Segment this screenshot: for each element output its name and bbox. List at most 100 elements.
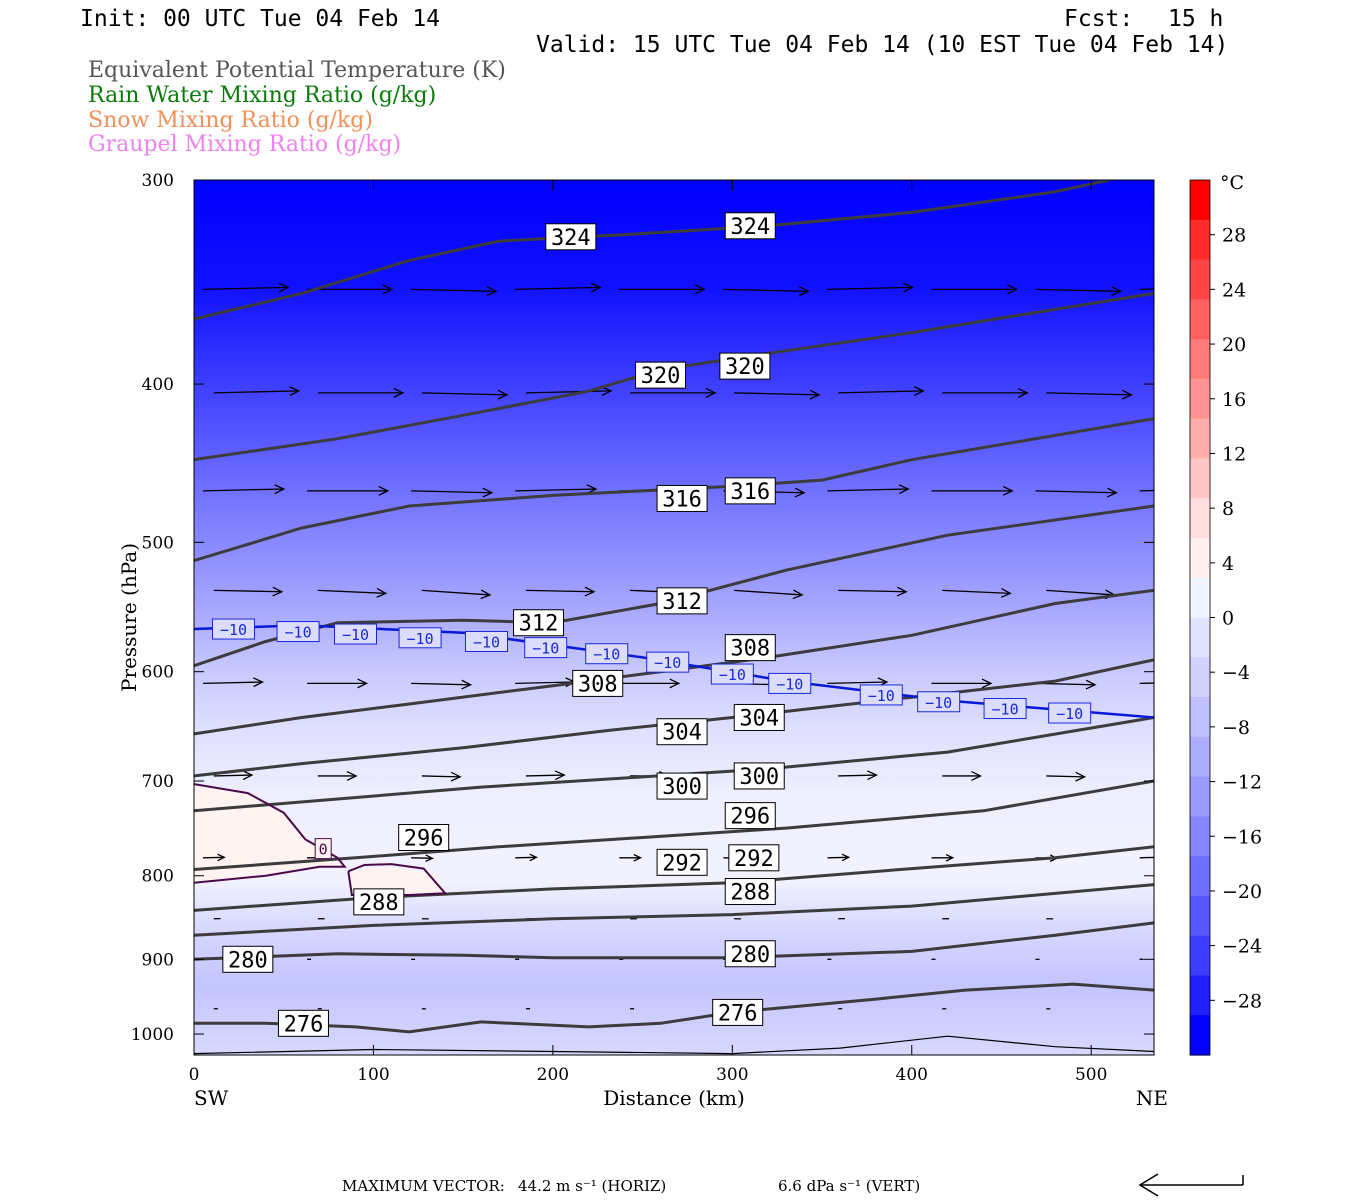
isotherm-label: −10 bbox=[719, 666, 746, 684]
wind-vector bbox=[307, 678, 369, 689]
legend-rain-water: Rain Water Mixing Ratio (g/kg) bbox=[88, 83, 437, 108]
wind-vector bbox=[931, 678, 993, 689]
colorbar-swatch bbox=[1190, 458, 1210, 499]
theta-e-label: 288 bbox=[359, 891, 399, 916]
isotherm-label-box bbox=[524, 637, 568, 659]
wind-vector bbox=[213, 586, 284, 597]
theta-e-label: 308 bbox=[578, 672, 618, 697]
theta-e-label: 296 bbox=[730, 805, 770, 830]
wind-vector bbox=[931, 485, 1014, 496]
contour-label-box bbox=[656, 718, 708, 746]
isotherm-label-box bbox=[585, 643, 629, 665]
theta-e-label: 312 bbox=[519, 612, 559, 637]
colorbar-swatch bbox=[1190, 299, 1210, 340]
isotherm-label-box bbox=[464, 630, 508, 652]
isotherm-label-box bbox=[314, 838, 332, 860]
contour-label-box bbox=[733, 703, 785, 731]
wind-vector bbox=[942, 771, 983, 781]
colorbar-swatch bbox=[1190, 1015, 1210, 1056]
wind-vector bbox=[421, 771, 462, 782]
isotherm-label-box bbox=[646, 651, 690, 673]
warm-region-2 bbox=[348, 866, 446, 895]
colorbar-unit: °C bbox=[1220, 172, 1244, 194]
wind-vector bbox=[1139, 489, 1154, 492]
theta-e-label: 320 bbox=[641, 364, 681, 389]
wind-vector bbox=[213, 770, 254, 781]
colorbar-swatch bbox=[1190, 935, 1210, 977]
isotherm-label: −10 bbox=[776, 675, 803, 693]
isotherm-label-box bbox=[983, 698, 1027, 720]
temperature-field bbox=[194, 180, 1154, 1055]
theta-e-contour bbox=[194, 921, 1154, 961]
theta-e-label: 296 bbox=[404, 826, 444, 851]
contour-label-box bbox=[656, 772, 708, 800]
legend-theta-e: Equivalent Potential Temperature (K) bbox=[88, 58, 506, 83]
colorbar-tick-label: 24 bbox=[1222, 279, 1246, 301]
init-time: Init: 00 UTC Tue 04 Feb 14 bbox=[80, 6, 441, 32]
colorbar-tick-label: −28 bbox=[1222, 990, 1262, 1012]
contour-label-box bbox=[353, 888, 405, 916]
theta-e-contour bbox=[194, 716, 1154, 813]
x-axis-left-label: SW bbox=[194, 1086, 229, 1110]
contour-label-box bbox=[545, 223, 597, 251]
colorbar-swatch bbox=[1190, 577, 1210, 619]
colorbar-swatch bbox=[1190, 975, 1210, 1016]
colorbar-tick-label: 28 bbox=[1222, 225, 1246, 247]
colorbar-swatch bbox=[1190, 339, 1210, 380]
contour-label-box bbox=[724, 477, 776, 505]
colorbar-swatch bbox=[1190, 736, 1210, 778]
wind-vector bbox=[421, 589, 492, 600]
wind-vector bbox=[619, 853, 643, 862]
max-vector-horiz: 44.2 m s⁻¹ (HORIZ) bbox=[518, 1177, 667, 1195]
wind-vector bbox=[515, 853, 538, 862]
colorbar-swatch bbox=[1190, 895, 1210, 937]
theta-e-label: 300 bbox=[739, 765, 779, 790]
theta-e-label: 288 bbox=[730, 881, 770, 906]
theta-e-label: 316 bbox=[730, 480, 770, 505]
theta-e-label: 324 bbox=[551, 226, 591, 251]
contour-label-box bbox=[572, 669, 624, 697]
max-vector-arrow bbox=[1138, 1173, 1244, 1197]
wind-vector bbox=[317, 387, 405, 398]
wind-vector bbox=[1035, 286, 1123, 297]
contour-label-box bbox=[724, 634, 776, 662]
legend-graupel: Graupel Mixing Ratio (g/kg) bbox=[88, 132, 402, 157]
x-tick-label: 200 bbox=[537, 1065, 569, 1085]
isotherm-zero-label: 0 bbox=[319, 841, 328, 859]
y-tick-label: 600 bbox=[142, 663, 174, 683]
wind-vector bbox=[1139, 854, 1154, 861]
wind-vector bbox=[1046, 771, 1087, 782]
wind-vector bbox=[202, 484, 286, 495]
wind-vector bbox=[317, 771, 358, 781]
colorbar-swatch bbox=[1190, 498, 1210, 539]
wind-vector bbox=[411, 854, 434, 862]
colorbar-swatch bbox=[1190, 537, 1210, 579]
forecast-hour: 15 h bbox=[1168, 6, 1224, 32]
theta-e-label: 324 bbox=[730, 215, 770, 240]
theta-e-label: 280 bbox=[730, 943, 770, 968]
wind-vector bbox=[931, 284, 1018, 295]
wind-vector bbox=[838, 770, 878, 781]
legend-snow: Snow Mixing Ratio (g/kg) bbox=[88, 108, 373, 133]
colorbar-tick-label: −16 bbox=[1222, 826, 1262, 848]
wind-vector bbox=[525, 770, 566, 781]
wind-vector bbox=[1046, 389, 1133, 400]
colorbar-swatch bbox=[1190, 259, 1210, 300]
contour-label-box bbox=[656, 848, 708, 876]
y-tick-label: 400 bbox=[142, 375, 174, 395]
y-tick-label: 900 bbox=[142, 950, 174, 970]
theta-e-label: 308 bbox=[730, 637, 770, 662]
theta-e-label: 304 bbox=[739, 706, 779, 731]
forecast-label: Fcst: bbox=[1064, 6, 1134, 32]
colorbar-tick-label: 4 bbox=[1222, 553, 1234, 575]
theta-e-label: 280 bbox=[228, 948, 268, 973]
isotherm-label-box bbox=[276, 621, 320, 643]
colorbar-tick-label: 12 bbox=[1222, 443, 1246, 465]
colorbar-swatch bbox=[1190, 816, 1210, 857]
isotherm-label: −10 bbox=[473, 633, 500, 651]
colorbar-tick-label: −8 bbox=[1222, 717, 1250, 739]
isotherm-label: −10 bbox=[1056, 705, 1083, 723]
colorbar-tick-label: 0 bbox=[1222, 608, 1234, 630]
wind-vector bbox=[202, 853, 226, 862]
